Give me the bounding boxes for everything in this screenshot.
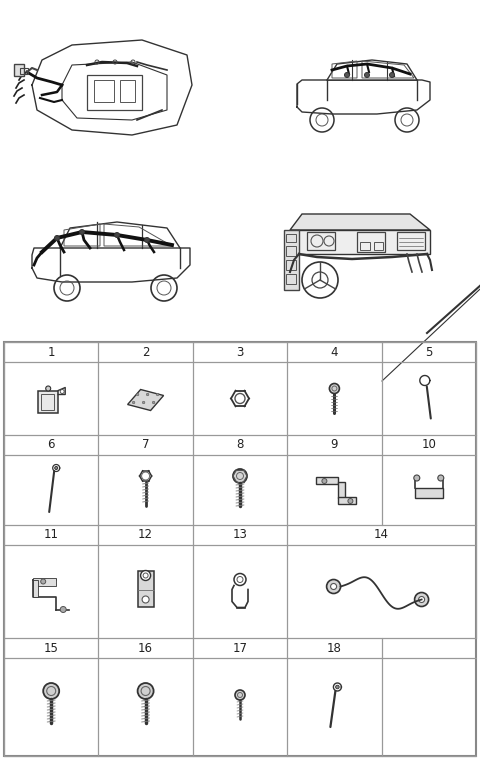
Circle shape — [389, 72, 395, 78]
Circle shape — [43, 683, 59, 699]
Bar — [284, 230, 299, 290]
Bar — [38, 391, 58, 413]
Bar — [4, 342, 476, 756]
Circle shape — [138, 683, 154, 699]
Text: 10: 10 — [421, 439, 436, 452]
Circle shape — [41, 579, 46, 584]
Circle shape — [55, 466, 58, 469]
Bar — [33, 578, 56, 585]
Bar — [286, 274, 296, 284]
Bar — [397, 232, 425, 250]
Text: 4: 4 — [331, 346, 338, 359]
Circle shape — [415, 593, 429, 607]
Text: 8: 8 — [236, 439, 244, 452]
Text: 2: 2 — [142, 346, 149, 359]
Circle shape — [156, 393, 159, 396]
Bar — [286, 260, 296, 270]
Text: 12: 12 — [138, 529, 153, 542]
Circle shape — [46, 386, 51, 391]
Bar — [94, 80, 114, 102]
Bar — [415, 488, 443, 498]
Text: 9: 9 — [331, 439, 338, 452]
Bar — [14, 64, 24, 76]
Bar — [338, 482, 346, 498]
Circle shape — [235, 690, 245, 700]
Text: 7: 7 — [142, 439, 149, 452]
Polygon shape — [128, 389, 164, 410]
Bar — [41, 394, 54, 410]
Bar — [338, 497, 356, 504]
Text: 11: 11 — [44, 529, 59, 542]
Text: 5: 5 — [425, 346, 432, 359]
Circle shape — [146, 393, 149, 396]
Text: 14: 14 — [374, 529, 389, 542]
Bar — [357, 232, 385, 252]
Circle shape — [80, 230, 84, 234]
Text: 3: 3 — [236, 346, 244, 359]
Circle shape — [322, 478, 327, 484]
Circle shape — [60, 607, 66, 613]
Circle shape — [419, 597, 425, 603]
Text: 15: 15 — [44, 642, 59, 655]
Circle shape — [326, 580, 341, 594]
Text: 16: 16 — [138, 642, 153, 655]
Bar — [286, 246, 296, 256]
Bar — [316, 477, 338, 484]
Bar — [87, 75, 142, 110]
Text: 18: 18 — [327, 642, 342, 655]
Circle shape — [329, 384, 339, 394]
Bar — [138, 571, 154, 607]
Text: 13: 13 — [233, 529, 247, 542]
Circle shape — [364, 72, 370, 78]
Circle shape — [132, 401, 135, 404]
Circle shape — [142, 596, 149, 603]
Circle shape — [153, 401, 155, 404]
Bar — [120, 80, 135, 102]
Circle shape — [348, 498, 353, 504]
Bar — [360, 242, 370, 250]
Circle shape — [136, 393, 139, 396]
Circle shape — [141, 571, 151, 581]
Circle shape — [115, 233, 120, 237]
Circle shape — [345, 72, 349, 78]
Bar — [20, 68, 28, 74]
Bar — [33, 580, 38, 597]
Circle shape — [144, 237, 149, 243]
Text: 6: 6 — [48, 439, 55, 452]
Polygon shape — [290, 214, 430, 230]
Circle shape — [233, 469, 247, 483]
Text: 1: 1 — [48, 346, 55, 359]
Polygon shape — [290, 230, 430, 254]
Bar — [286, 234, 296, 242]
Circle shape — [414, 475, 420, 481]
Circle shape — [143, 401, 145, 404]
Circle shape — [331, 584, 336, 590]
Circle shape — [336, 685, 339, 689]
Text: 17: 17 — [232, 642, 248, 655]
Circle shape — [55, 236, 60, 240]
Bar — [374, 242, 383, 250]
Circle shape — [438, 475, 444, 481]
Bar — [307, 232, 335, 250]
